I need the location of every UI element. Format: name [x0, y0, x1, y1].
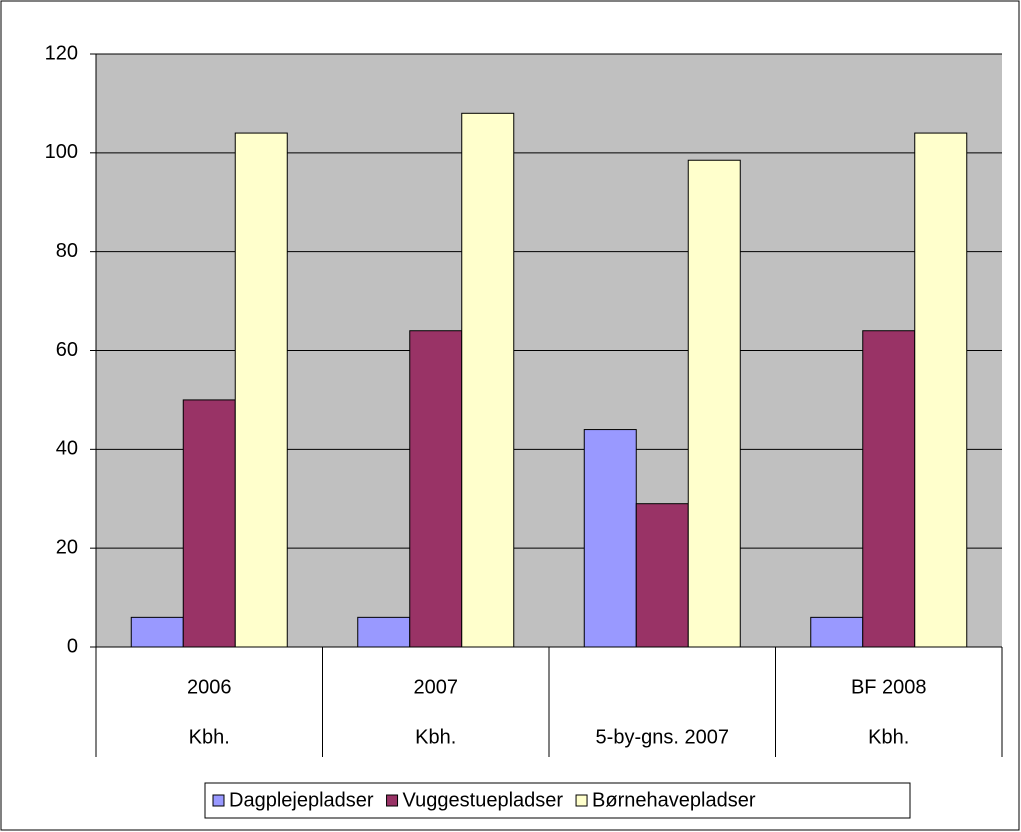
y-tick-label: 120 [45, 42, 78, 64]
y-tick-label: 0 [67, 635, 78, 657]
legend-swatch [212, 794, 225, 807]
y-tick-label: 100 [45, 141, 78, 163]
y-tick-label: 40 [56, 438, 78, 460]
y-tick-label: 20 [56, 536, 78, 558]
legend-swatch [386, 794, 399, 807]
x-tick-label: Kbh. [189, 726, 230, 748]
x-tick-label: 5-by-gns. 2007 [596, 726, 729, 748]
bar [357, 616, 411, 648]
bar [130, 616, 184, 648]
y-tick-label: 80 [56, 240, 78, 262]
x-tick-label: BF 2008 [851, 676, 927, 698]
bar [409, 330, 463, 648]
bar [635, 503, 689, 648]
legend-swatch [575, 794, 588, 807]
bar [234, 132, 288, 648]
x-tick-label: 2007 [414, 676, 459, 698]
legend-box [204, 782, 911, 819]
x-tick-label: 2006 [187, 676, 232, 698]
bar [687, 159, 741, 648]
legend-label: Børnehavepladser [592, 789, 756, 811]
x-tick-label: Kbh. [868, 726, 909, 748]
bar [182, 399, 236, 648]
x-tick-label: Kbh. [415, 726, 456, 748]
legend-label: Vuggestuepladser [403, 789, 564, 811]
y-tick-label: 60 [56, 339, 78, 361]
bar [862, 330, 916, 648]
bar [810, 616, 864, 648]
legend-label: Dagplejepladser [229, 789, 374, 811]
bar [914, 132, 968, 648]
bar [583, 429, 637, 648]
bar [461, 112, 515, 648]
